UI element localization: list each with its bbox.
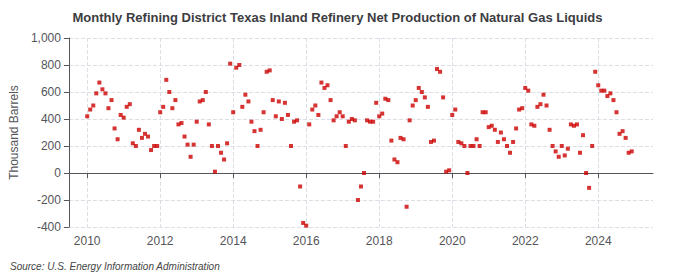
svg-text:2010: 2010 [74, 234, 101, 248]
svg-text:-400: -400 [37, 220, 61, 234]
svg-text:Thousand Barrels: Thousand Barrels [7, 85, 21, 180]
svg-text:2018: 2018 [366, 234, 393, 248]
svg-text:-200: -200 [37, 193, 61, 207]
svg-text:200: 200 [41, 139, 61, 153]
svg-text:2016: 2016 [293, 234, 320, 248]
svg-text:Source: U.S. Energy Informatio: Source: U.S. Energy Information Administ… [10, 261, 220, 272]
svg-text:2014: 2014 [220, 234, 247, 248]
svg-text:2012: 2012 [147, 234, 174, 248]
svg-text:800: 800 [41, 58, 61, 72]
svg-text:600: 600 [41, 85, 61, 99]
svg-text:2022: 2022 [512, 234, 539, 248]
svg-text:2024: 2024 [585, 234, 612, 248]
svg-text:0: 0 [54, 166, 61, 180]
svg-text:400: 400 [41, 112, 61, 126]
svg-text:2020: 2020 [439, 234, 466, 248]
svg-text:1,000: 1,000 [31, 31, 61, 45]
svg-text:Monthly Refining District Texa: Monthly Refining District Texas Inland R… [73, 10, 603, 25]
